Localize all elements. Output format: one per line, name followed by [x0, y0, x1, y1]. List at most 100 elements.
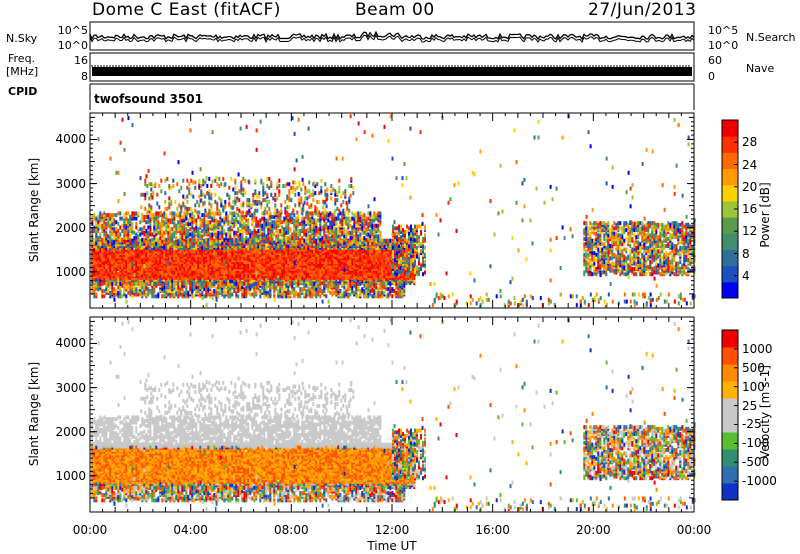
heatmap-cell — [253, 214, 256, 219]
heatmap-cell — [249, 229, 252, 233]
nsearch-tick-bottom: 10^0 — [708, 39, 739, 52]
heatmap-cell — [157, 230, 160, 235]
heatmap-cell — [193, 230, 196, 235]
heatmap-cell — [103, 236, 106, 241]
heatmap-cell — [221, 270, 224, 275]
heatmap-cell — [109, 259, 112, 264]
heatmap-cell — [135, 241, 138, 246]
heatmap-cell — [263, 229, 266, 233]
heatmap-cell — [261, 223, 264, 228]
heatmap-cell — [237, 227, 240, 232]
heatmap-cell — [183, 270, 186, 275]
heatmap-cell — [111, 221, 114, 226]
heatmap-cell — [227, 234, 230, 239]
heatmap-cell — [165, 223, 168, 228]
heatmap-cell — [121, 237, 124, 242]
heatmap-cell — [227, 227, 230, 232]
heatmap-cell — [287, 247, 290, 252]
heatmap-cell — [137, 247, 140, 252]
heatmap-cell — [115, 274, 118, 278]
heatmap-cell — [363, 254, 366, 259]
heatmap-cell — [203, 239, 206, 244]
heatmap-cell — [167, 221, 170, 226]
heatmap-cell — [261, 227, 264, 232]
heatmap-cell — [161, 229, 164, 233]
heatmap-cell — [163, 211, 166, 216]
heatmap-cell — [189, 227, 192, 232]
heatmap-cell — [139, 220, 142, 225]
heatmap-cell — [267, 221, 270, 226]
heatmap-cell — [149, 259, 152, 264]
heatmap-cell — [129, 237, 132, 242]
heatmap-cell — [245, 218, 248, 223]
heatmap-cell — [303, 245, 306, 250]
heatmap-cell — [261, 281, 264, 286]
heatmap-cell — [213, 238, 216, 243]
heatmap-cell — [163, 230, 166, 235]
heatmap-cell — [129, 241, 132, 246]
heatmap-cell — [173, 245, 176, 250]
heatmap-cell — [197, 261, 200, 266]
heatmap-cell — [269, 258, 272, 263]
power-heatmap-cells — [91, 114, 696, 308]
heatmap-cell — [237, 213, 240, 218]
heatmap-cell — [207, 227, 210, 232]
heatmap-cell — [157, 270, 160, 275]
heatmap-cell — [159, 221, 162, 226]
heatmap-cell — [105, 268, 108, 273]
heatmap-cell — [227, 214, 230, 219]
heatmap-cell — [177, 239, 180, 244]
nsearch-label: N.Search — [746, 31, 796, 44]
heatmap-cell — [159, 277, 162, 282]
heatmap-cell — [111, 239, 114, 244]
heatmap-cell — [141, 227, 144, 232]
heatmap-cell — [265, 245, 268, 250]
heatmap-cell — [167, 244, 170, 248]
heatmap-cell — [109, 213, 112, 218]
heatmap-cell — [189, 218, 192, 223]
heatmap-cell — [331, 274, 334, 278]
heatmap-cell — [167, 227, 170, 232]
heatmap-cell — [211, 268, 214, 273]
heatmap-cell — [95, 254, 98, 259]
heatmap-cell — [227, 221, 230, 226]
heatmap-cell — [109, 223, 112, 228]
heatmap-cell — [263, 232, 266, 237]
heatmap-cell — [219, 227, 222, 232]
heatmap-cell — [117, 272, 120, 277]
heatmap-cell — [139, 232, 142, 237]
heatmap-cell — [245, 275, 248, 280]
heatmap-cell — [197, 279, 200, 284]
heatmap-cell — [297, 238, 300, 243]
heatmap-cell — [99, 249, 102, 254]
heatmap-cell — [275, 229, 278, 233]
heatmap-cell — [285, 230, 288, 235]
heatmap-cell — [231, 211, 234, 216]
heatmap-cell — [285, 238, 288, 243]
cpid-label: CPID — [8, 85, 38, 98]
heatmap-cell — [187, 218, 190, 223]
heatmap-cell — [127, 229, 130, 233]
heatmap-cell — [169, 258, 172, 263]
heatmap-cell — [283, 236, 286, 241]
heatmap-cell — [113, 236, 116, 241]
heatmap-cell — [257, 263, 260, 268]
heatmap-cell — [299, 259, 302, 264]
heatmap-cell — [99, 232, 102, 237]
heatmap-cell — [91, 241, 94, 246]
heatmap-cell — [185, 230, 188, 235]
heatmap-cell — [189, 213, 192, 218]
heatmap-cell — [133, 265, 136, 270]
heatmap-cell — [279, 239, 282, 244]
heatmap-cell — [135, 211, 138, 216]
heatmap-cell — [93, 213, 96, 218]
heatmap-cell — [221, 241, 224, 246]
heatmap-cell — [225, 211, 228, 216]
heatmap-cell — [333, 281, 336, 286]
heatmap-cell — [179, 221, 182, 226]
heatmap-cell — [245, 223, 248, 228]
heatmap-cell — [107, 213, 110, 218]
heatmap-cell — [239, 268, 242, 273]
heatmap-cell — [171, 236, 174, 241]
heatmap-cell — [281, 238, 284, 243]
